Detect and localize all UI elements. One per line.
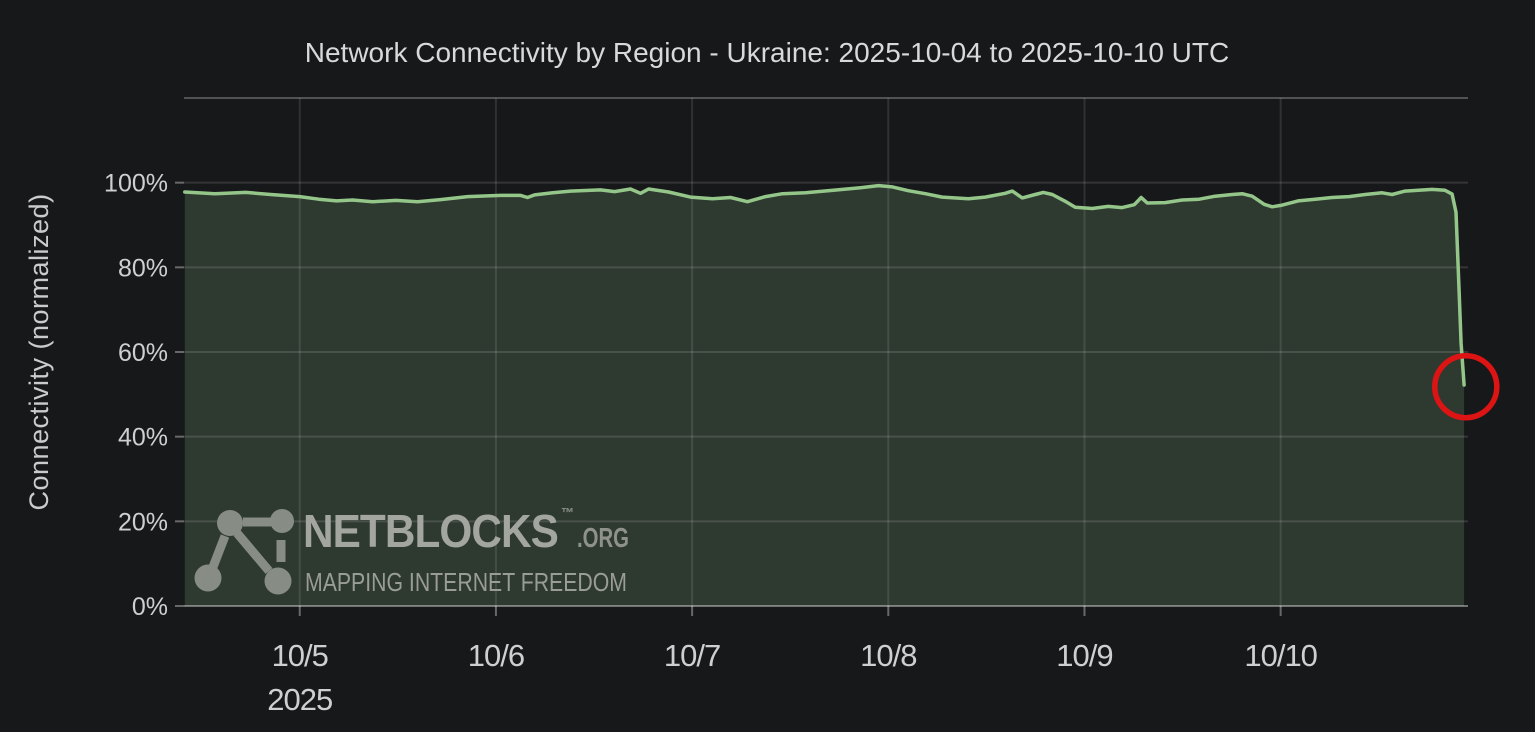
axis-ticks <box>175 181 1282 616</box>
x-tick-label: 10/7 <box>664 638 720 673</box>
y-tick-label: 80% <box>118 254 168 282</box>
x-tick-label: 10/5 <box>272 638 328 673</box>
logo-node <box>194 564 222 592</box>
logo-edge <box>233 530 273 574</box>
watermark-tm: ™ <box>561 505 574 520</box>
y-tick-label: 100% <box>104 170 168 198</box>
watermark-brand: NETBLOCKS <box>303 505 558 557</box>
logo-node <box>264 567 292 595</box>
x-tick-label: 10/8 <box>860 638 916 673</box>
x-tick-labels: 10/5 2025 10/6 10/7 10/8 10/9 10/10 <box>267 638 1318 717</box>
connectivity-line <box>183 183 1466 387</box>
x-tick-label: 10/10 <box>1244 638 1317 673</box>
y-axis-title: Connectivity (normalized) <box>24 193 54 510</box>
netblocks-logo-icon <box>194 509 294 595</box>
netblocks-watermark: NETBLOCKS ™ .ORG MAPPING INTERNET FREEDO… <box>194 505 629 597</box>
y-tick-label: 60% <box>118 339 168 367</box>
watermark-org: .ORG <box>577 522 629 553</box>
y-tick-label: 0% <box>132 593 168 621</box>
area-fill <box>184 185 1465 606</box>
x-tick-sublabel: 2025 <box>267 682 332 717</box>
y-tick-labels: 0% 20% 40% 60% 80% 100% <box>104 170 168 621</box>
logo-edge <box>208 534 230 569</box>
y-tick-label: 20% <box>118 508 168 536</box>
logo-node <box>217 510 243 536</box>
outage-annotation-circle <box>1432 352 1500 421</box>
gridlines <box>184 98 1468 607</box>
x-tick-label: 10/9 <box>1056 638 1112 673</box>
y-tick-label: 40% <box>118 424 168 452</box>
plot-area: NETBLOCKS ™ .ORG MAPPING INTERNET FREEDO… <box>175 97 1500 616</box>
logo-node <box>270 509 294 533</box>
x-tick-label: 10/6 <box>468 638 524 673</box>
chart-title: Network Connectivity by Region - Ukraine… <box>305 37 1229 68</box>
watermark-tagline: MAPPING INTERNET FREEDOM <box>305 567 627 597</box>
